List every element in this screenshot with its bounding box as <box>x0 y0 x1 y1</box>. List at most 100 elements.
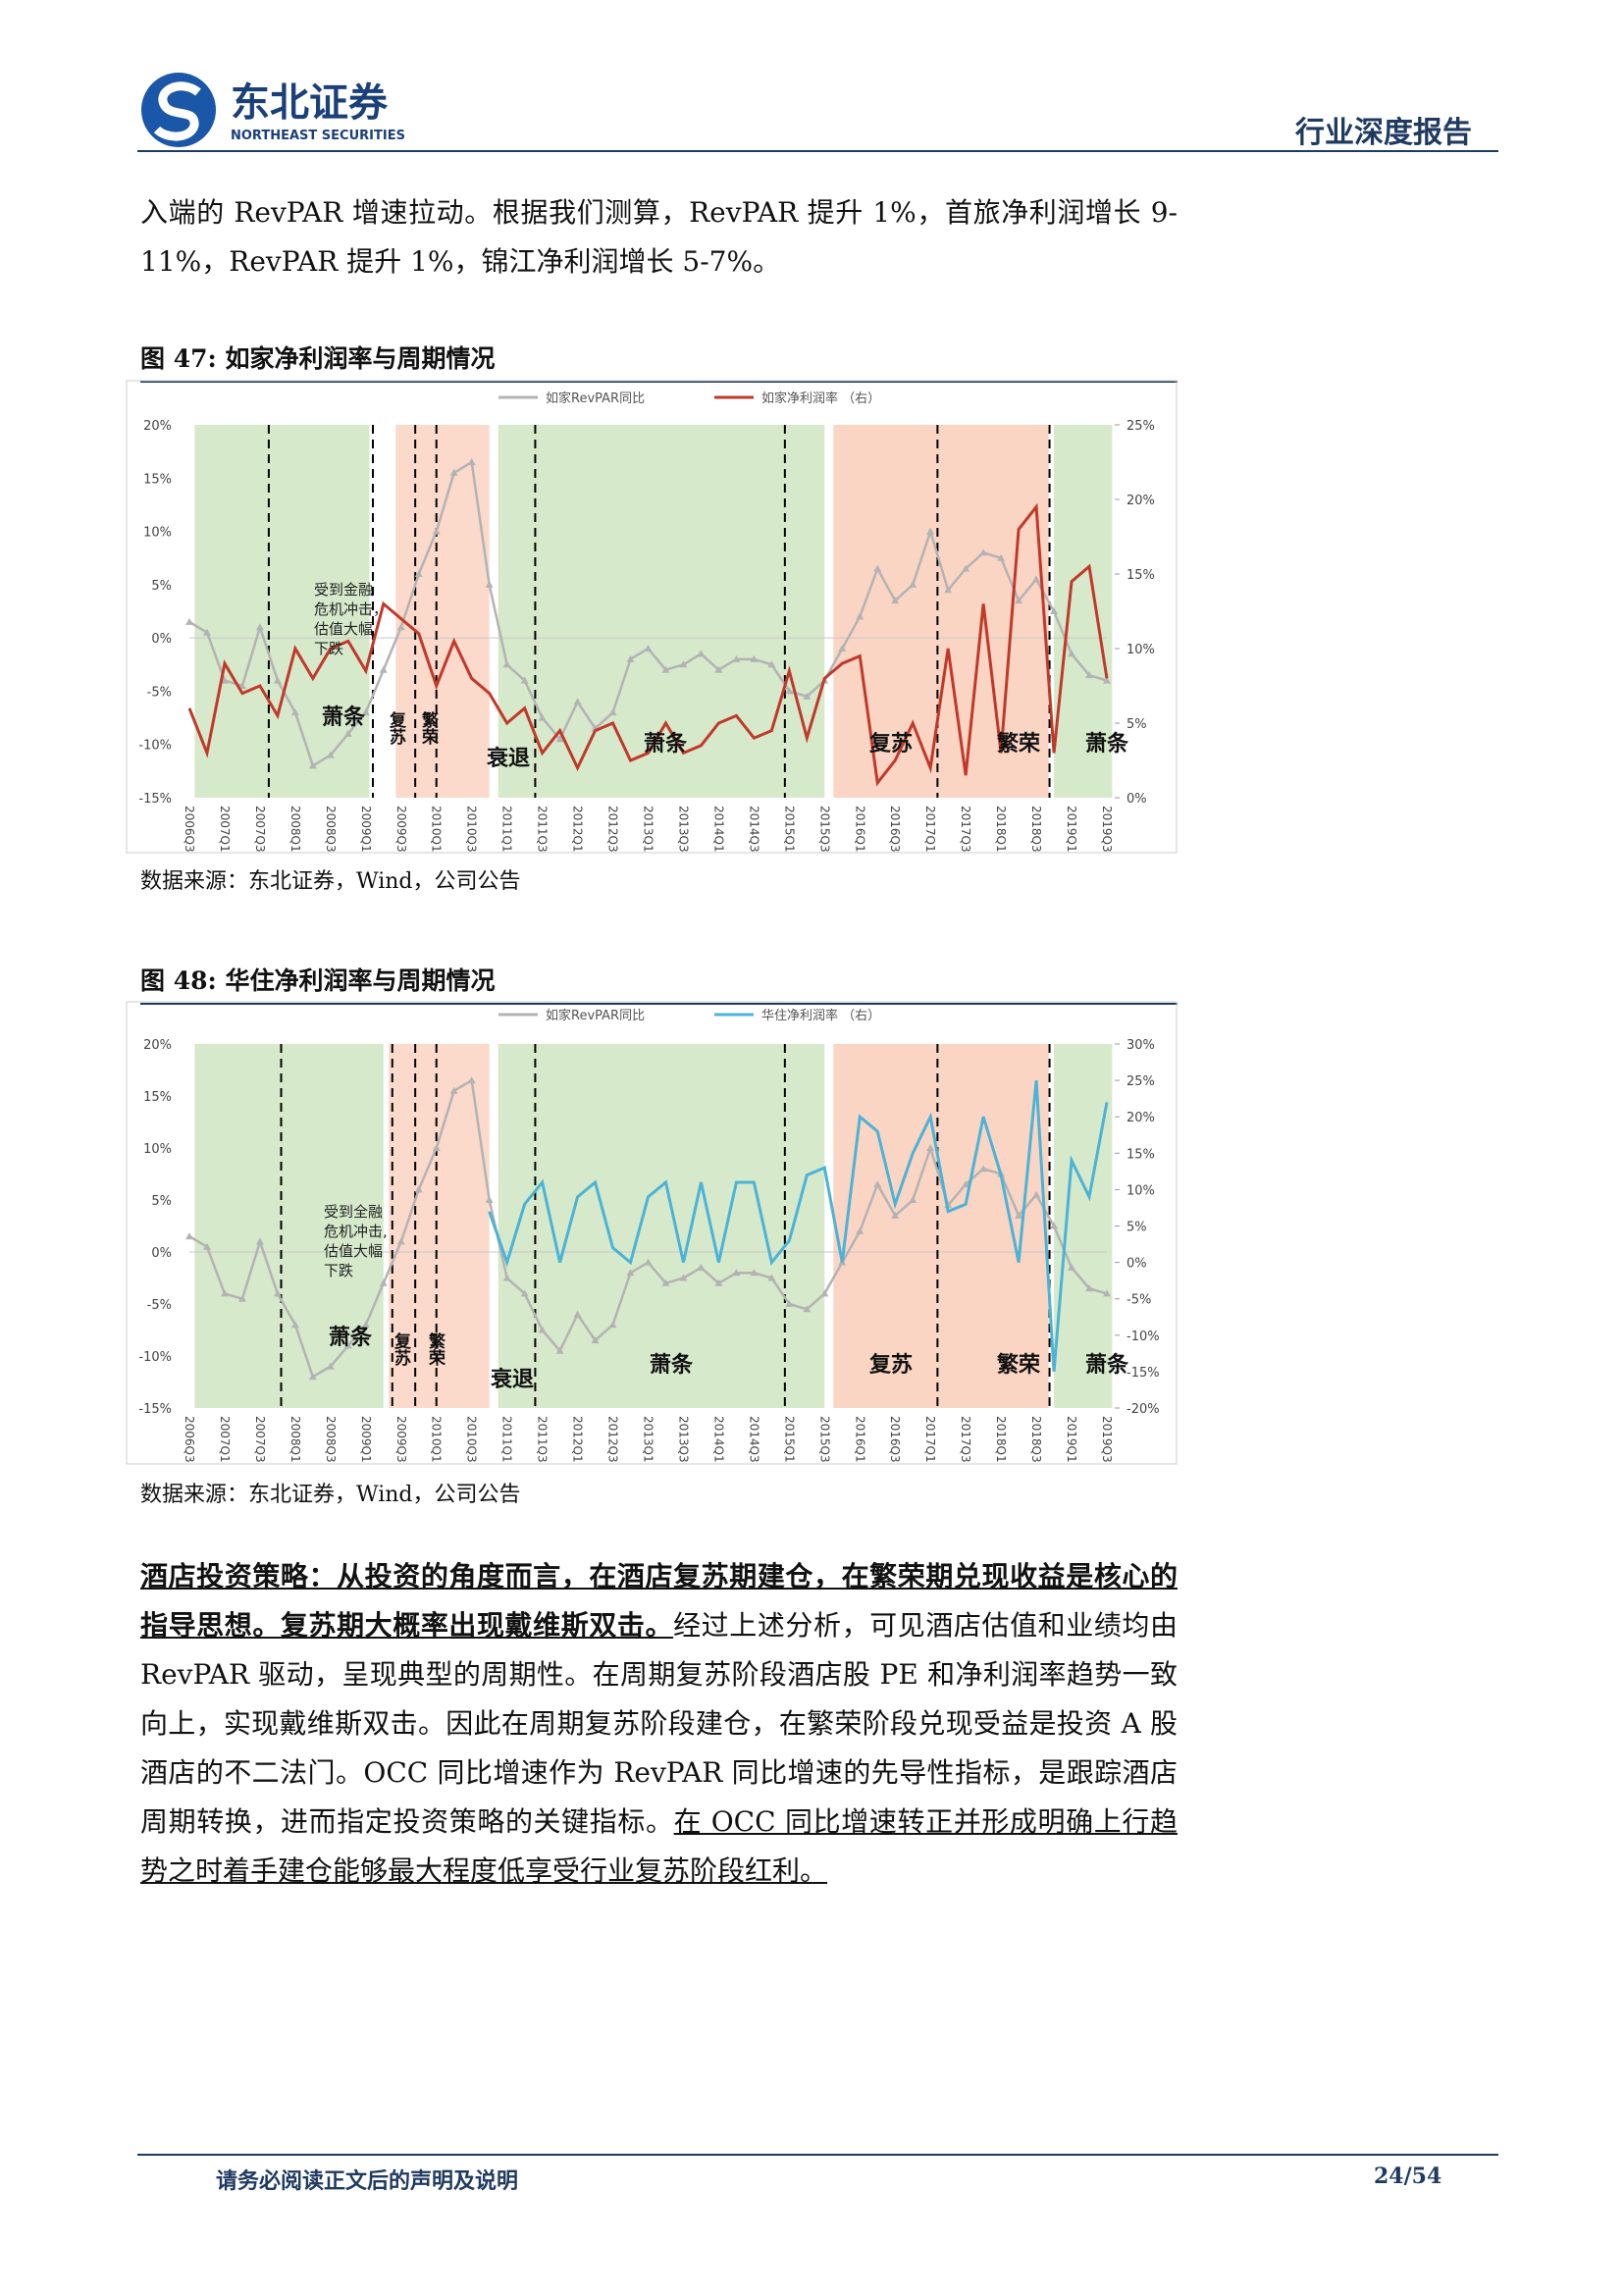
chart: -15% -10% -5% 0% 5% 10% 15% 20% 0% 5% 10% 15% 20% 25%… <box>126 380 1178 854</box>
x-tick-label: 2014Q3 <box>747 1416 760 1463</box>
annotation: 危机冲击, <box>324 1223 388 1240</box>
phase-label: 复苏 <box>868 1352 913 1378</box>
series-marker <box>396 623 405 631</box>
x-tick-label: 2012Q1 <box>571 806 585 853</box>
phase-label: 繁荣 <box>425 1331 446 1367</box>
series-marker <box>343 1341 352 1349</box>
x-tick-label: 2010Q3 <box>465 806 479 853</box>
annotation: 下跌 <box>324 1262 353 1279</box>
series-marker <box>290 1321 299 1329</box>
y2-tick-label: 0% <box>1126 792 1147 807</box>
x-tick-label: 2011Q1 <box>500 1416 514 1463</box>
y-tick-label: 5% <box>151 579 172 594</box>
series-marker <box>555 1346 564 1354</box>
series-marker <box>679 1274 688 1281</box>
series-marker <box>714 1278 723 1286</box>
x-tick-label: 2013Q3 <box>676 1416 690 1463</box>
x-tick-label: 2011Q1 <box>500 806 514 853</box>
series-marker <box>343 729 352 737</box>
figure-label: 图 47: <box>140 344 217 373</box>
series-marker <box>520 1289 529 1297</box>
series-marker <box>379 665 388 673</box>
strategy: 酒店投资策略：从投资的角度而言，在酒店复苏期建仓，在繁荣期兑现收益是核心的指导思… <box>140 1552 1178 1896</box>
phase-band <box>498 425 825 798</box>
x-tick-label: 2010Q1 <box>430 1416 444 1463</box>
x-tick-label: 2019Q3 <box>1100 806 1114 853</box>
x-tick-label: 2019Q1 <box>1065 806 1078 853</box>
series-marker <box>255 1237 264 1245</box>
series-marker <box>785 1300 794 1307</box>
series-marker <box>891 1211 900 1219</box>
y2-tick-label: 25% <box>1126 1074 1155 1089</box>
series-marker <box>555 735 564 743</box>
x-tick-label: 2009Q3 <box>394 1416 408 1463</box>
y-tick-label: 0% <box>151 632 172 647</box>
y-tick-label: -15% <box>138 792 172 807</box>
series-marker <box>414 1185 423 1193</box>
x-tick-label: 2017Q1 <box>923 806 937 853</box>
y-tick-label: 15% <box>143 1090 172 1105</box>
series-marker <box>255 623 264 631</box>
series-marker <box>979 548 988 556</box>
series-marker <box>202 628 211 636</box>
intro: 入端的 RevPAR 增速拉动。根据我们测算，RevPAR 提升 1%，首旅净利… <box>140 196 1178 278</box>
series-marker <box>520 676 529 684</box>
y2-tick-label: -15% <box>1126 1366 1160 1381</box>
phase-band <box>395 425 490 798</box>
y-tick-label: -10% <box>138 739 172 754</box>
strategy-segment: 经过上述分析，可见酒店估值和业绩均由 RevPAR 驱动，呈现典型的周期性。在周… <box>140 1609 1178 1838</box>
y2-tick-label: -20% <box>1126 1402 1160 1417</box>
y2-tick-label: -5% <box>1126 1293 1151 1308</box>
series-marker <box>1015 597 1023 604</box>
x-tick-label: 2015Q1 <box>782 1416 796 1463</box>
series-marker <box>467 458 476 465</box>
legend-label: 华住净利润率 （右） <box>761 1008 880 1023</box>
phase-band <box>1054 1044 1113 1408</box>
x-tick-label: 2010Q1 <box>430 806 444 853</box>
series-marker <box>856 1226 864 1234</box>
series-marker <box>273 676 282 684</box>
series-marker <box>626 1269 635 1277</box>
x-tick-label: 2013Q3 <box>676 806 690 853</box>
x-tick-label: 2014Q3 <box>747 806 760 853</box>
y-tick-label: 15% <box>143 472 172 487</box>
y2-tick-label: -10% <box>1126 1330 1160 1344</box>
x-tick-label: 2014Q1 <box>711 1416 725 1463</box>
x-tick-label: 2013Q1 <box>642 1416 655 1463</box>
series-marker <box>1103 1289 1111 1297</box>
y2-tick-label: 10% <box>1126 1183 1155 1198</box>
x-tick-label: 2006Q3 <box>183 1416 196 1463</box>
phase-label: 繁荣 <box>997 731 1040 757</box>
phase-label: 繁荣 <box>418 710 440 746</box>
phase-label: 复苏 <box>868 731 913 757</box>
series-marker <box>361 1321 370 1329</box>
x-tick-label: 2007Q3 <box>253 806 267 853</box>
x-tick-label: 2014Q1 <box>711 806 725 853</box>
x-tick-label: 2015Q3 <box>817 806 831 853</box>
series-marker <box>467 1076 476 1084</box>
series-marker <box>679 660 688 668</box>
series-marker <box>856 612 864 620</box>
phase-label: 萧条 <box>644 731 688 757</box>
series-marker <box>326 1362 335 1370</box>
series-marker <box>185 1232 193 1240</box>
series-marker <box>1103 676 1111 684</box>
strategy-segment: 在 OCC 同比增速转正并形成明确上行趋势之时着手建仓能够最大程度低享受行业复苏… <box>140 1805 1178 1887</box>
x-tick-label: 2007Q3 <box>253 1416 267 1463</box>
annotation: 受到全融 <box>324 1203 383 1221</box>
series-marker <box>838 645 847 652</box>
y2-tick-label: 25% <box>1126 419 1155 434</box>
header-rule <box>137 150 1498 152</box>
annotation: 受到金融 <box>314 581 373 599</box>
y2-tick-label: 5% <box>1126 1221 1147 1235</box>
series-marker <box>202 1242 211 1250</box>
phase-label: 萧条 <box>1085 731 1129 757</box>
series-marker <box>414 570 423 577</box>
series-marker <box>1068 650 1076 657</box>
y-tick-label: -10% <box>138 1350 172 1365</box>
series-marker <box>803 1305 812 1313</box>
series-marker <box>944 586 953 594</box>
x-tick-label: 2018Q3 <box>1029 1416 1043 1463</box>
y2-tick-label: 0% <box>1126 1257 1147 1272</box>
